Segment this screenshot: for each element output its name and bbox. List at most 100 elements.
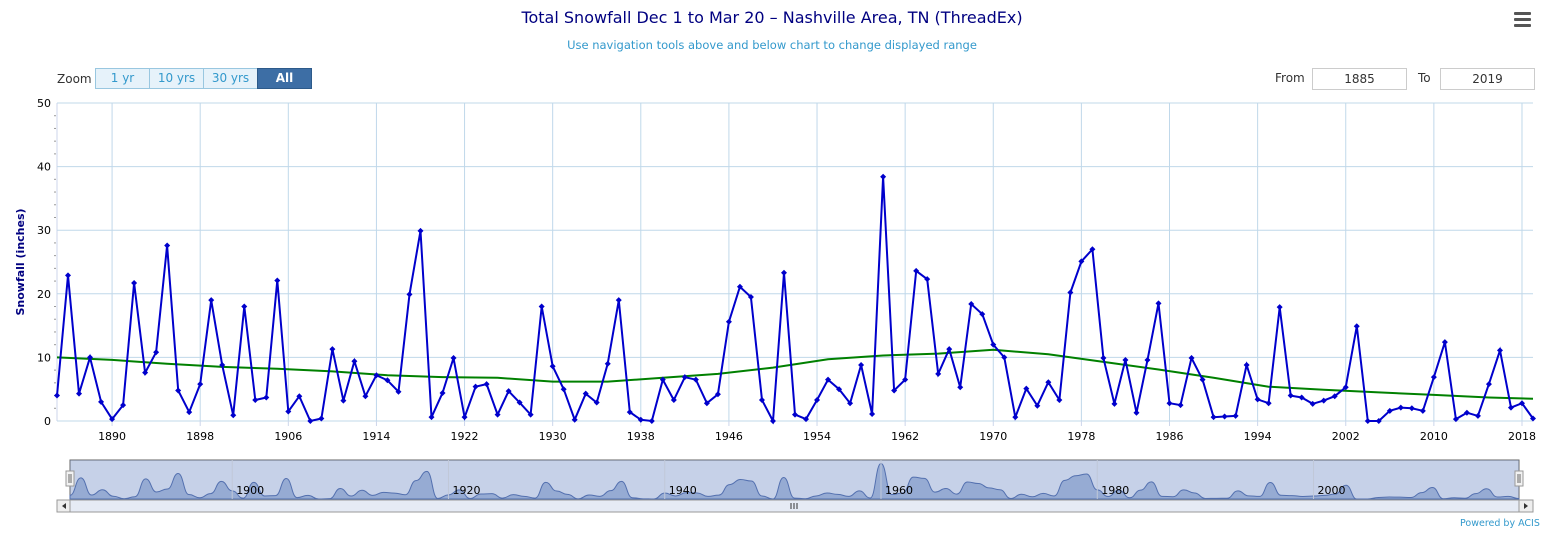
scrollbar-thumb <box>69 499 1520 513</box>
data-point <box>659 376 666 383</box>
x-tick-label: 1986 <box>1156 430 1184 443</box>
data-point <box>1243 362 1250 369</box>
hamburger-menu-icon[interactable] <box>1512 12 1534 32</box>
data-point <box>472 383 479 390</box>
data-point <box>604 360 611 367</box>
data-point <box>483 381 490 388</box>
data-point <box>252 397 259 404</box>
data-point <box>241 303 248 310</box>
data-point <box>1210 414 1217 421</box>
x-tick-label: 2002 <box>1332 430 1360 443</box>
data-point <box>1441 339 1448 346</box>
data-point <box>803 416 810 423</box>
data-point <box>1309 400 1316 407</box>
data-point <box>935 370 942 377</box>
data-point <box>1320 397 1327 404</box>
data-point <box>593 399 600 406</box>
data-point <box>65 272 72 279</box>
y-tick-label: 50 <box>37 97 51 110</box>
data-point <box>1111 400 1118 407</box>
data-point <box>1078 258 1085 265</box>
data-point <box>296 393 303 400</box>
data-point <box>626 409 633 416</box>
snowfall-series <box>54 173 1536 425</box>
data-point <box>1177 402 1184 409</box>
data-point <box>1155 300 1162 307</box>
data-point <box>758 397 765 404</box>
x-tick-label: 1970 <box>979 430 1007 443</box>
data-point <box>703 400 710 407</box>
data-point <box>1419 407 1426 414</box>
data-point <box>637 416 644 423</box>
data-point <box>428 414 435 421</box>
data-point <box>692 376 699 383</box>
data-point <box>1485 381 1492 388</box>
data-point <box>869 411 876 418</box>
data-point <box>1254 396 1261 403</box>
data-point <box>307 418 314 424</box>
data-point <box>924 276 931 283</box>
data-point <box>164 242 171 249</box>
data-point <box>847 400 854 407</box>
data-point <box>836 386 843 393</box>
data-point <box>340 397 347 404</box>
x-tick-label: 1978 <box>1067 430 1095 443</box>
navigator[interactable]: 1900 1920 1940 1960 1980 2000 <box>56 459 1534 513</box>
y-tick-label: 30 <box>37 224 51 237</box>
chart-subtitle: Use navigation tools above and below cha… <box>567 38 977 52</box>
data-point <box>858 362 865 369</box>
data-point <box>946 346 953 353</box>
navigator-label: 1940 <box>669 484 697 497</box>
data-point <box>1430 374 1437 381</box>
data-point <box>792 411 798 418</box>
data-point <box>1023 385 1030 392</box>
data-point <box>417 227 424 234</box>
data-point <box>76 390 83 397</box>
data-point <box>1012 414 1019 421</box>
navigator-label: 1960 <box>885 484 913 497</box>
zoom-all-button[interactable]: All <box>257 68 312 89</box>
navigator-label: 1900 <box>236 484 264 497</box>
zoom-30yrs-button[interactable]: 30 yrs <box>203 68 258 89</box>
data-point <box>780 269 787 276</box>
data-point <box>1276 304 1283 311</box>
data-point <box>1133 409 1140 416</box>
data-point <box>538 303 545 310</box>
x-tick-label: 1930 <box>539 430 567 443</box>
data-point <box>648 418 655 424</box>
data-point <box>219 362 226 369</box>
data-point <box>186 409 193 416</box>
data-point <box>549 363 556 370</box>
to-input[interactable]: 2019 <box>1440 68 1535 90</box>
scroll-right-arrow-icon <box>1524 503 1528 509</box>
navigator-area <box>69 462 1520 500</box>
data-point <box>968 300 975 307</box>
data-point <box>1122 356 1129 363</box>
data-point <box>263 394 270 401</box>
data-point <box>1530 415 1536 422</box>
x-tick-label: 1954 <box>803 430 831 443</box>
data-point <box>582 390 589 397</box>
data-point <box>505 388 512 395</box>
navigator-right-handle <box>1514 470 1524 487</box>
data-point <box>1364 418 1371 424</box>
smoothed-line <box>56 348 1534 400</box>
from-input[interactable]: 1885 <box>1312 68 1407 90</box>
zoom-10yrs-button[interactable]: 10 yrs <box>149 68 204 89</box>
zoom-label: Zoom <box>57 72 92 86</box>
zoom-1yr-button[interactable]: 1 yr <box>95 68 150 89</box>
x-axis: 1890 1898 1906 1914 1922 1930 1938 1946 1954 1962… <box>98 421 1536 443</box>
data-point <box>1166 400 1173 407</box>
chart-title: Total Snowfall Dec 1 to Mar 20 – Nashvil… <box>521 8 1023 27</box>
data-point <box>1353 323 1360 330</box>
data-point <box>1056 397 1063 404</box>
data-point <box>1386 407 1393 414</box>
data-point <box>615 297 622 304</box>
snowfall-line <box>56 176 1534 425</box>
data-point <box>1298 394 1305 401</box>
data-point <box>571 416 578 423</box>
data-point <box>560 386 567 393</box>
powered-by-link[interactable]: Powered by ACIS <box>1460 518 1540 529</box>
navigator-left-handle <box>65 470 75 487</box>
data-point <box>109 416 116 423</box>
